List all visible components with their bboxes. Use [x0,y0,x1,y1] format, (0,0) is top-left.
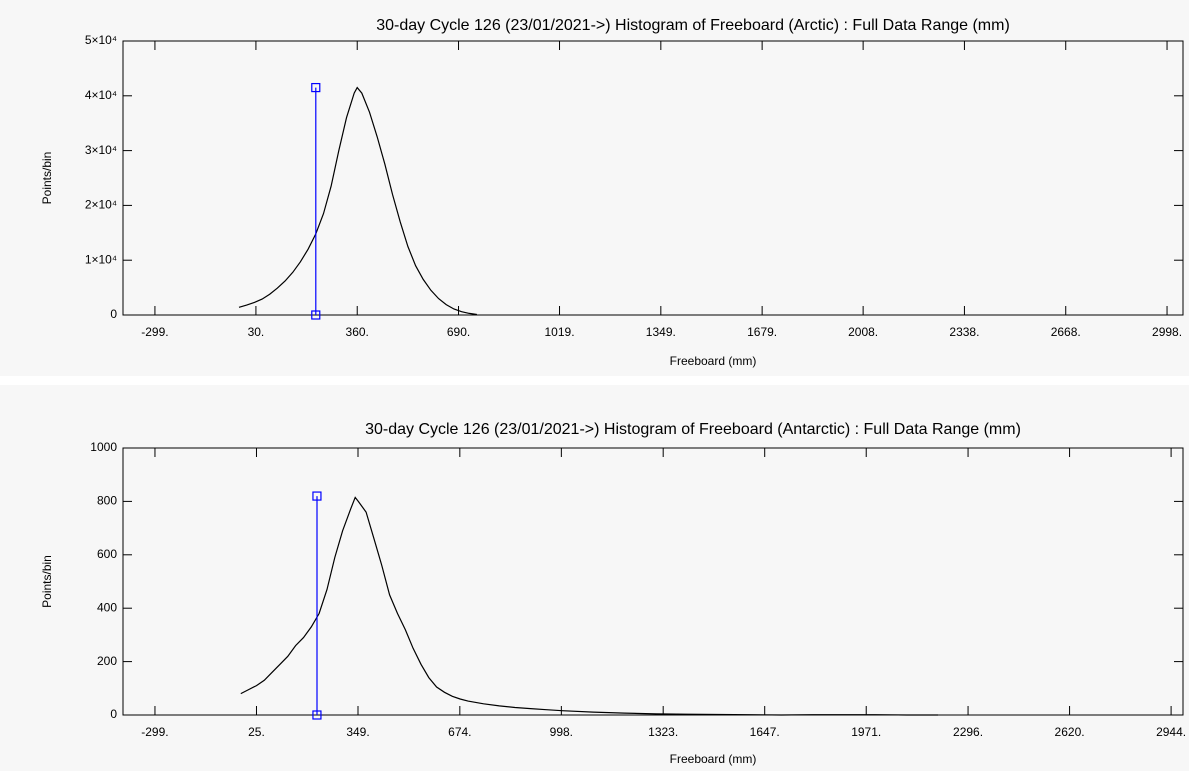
y-tick-label: 800 [97,494,117,508]
x-axis-label: Freeboard (mm) [670,752,757,766]
x-tick-label: 25. [248,725,265,739]
marker [311,310,321,320]
y-tick-label: 0 [110,707,117,721]
panel [0,0,1189,376]
x-tick-label: 1349. [646,325,676,339]
x-tick-label: 1323. [648,725,678,739]
x-tick-label: 2998. [1152,325,1182,339]
y-axis-label: Points/bin [40,152,54,205]
plot-frame [122,447,1184,716]
y-tick-label: 400 [97,600,117,614]
x-tick-label: 1019. [545,325,575,339]
x-tick-label: 360. [346,325,369,339]
x-tick-label: 2944. [1156,725,1186,739]
y-tick-label: 5×10⁴ [85,33,117,47]
x-tick-label: -299. [141,325,168,339]
panel [0,385,1189,771]
x-tick-label: 1971. [851,725,881,739]
y-tick-label: 0 [110,307,117,321]
chart-title: 30-day Cycle 126 (23/01/2021->) Histogra… [365,421,1021,438]
y-tick-label: 600 [97,547,117,561]
x-tick-label: 1647. [750,725,780,739]
x-tick-label: 2296. [953,725,983,739]
y-tick-label: 1000 [90,440,117,454]
x-tick-label: 2620. [1055,725,1085,739]
x-axis-label: Freeboard (mm) [670,354,757,368]
series-line [238,86,477,316]
y-tick-label: 2×10⁴ [85,198,117,212]
x-tick-label: 30. [248,325,265,339]
marker [311,82,321,93]
marker [312,710,322,720]
x-tick-label: 2008. [848,325,878,339]
x-tick-label: 690. [447,325,470,339]
x-tick-label: 998. [550,725,573,739]
x-tick-label: 674. [448,725,471,739]
x-tick-label: -299. [141,725,168,739]
series-line [240,496,938,716]
y-tick-label: 3×10⁴ [85,143,117,157]
y-tick-label: 200 [97,654,117,668]
x-tick-label: 2668. [1051,325,1081,339]
marker [312,491,322,501]
x-tick-label: 349. [346,725,369,739]
plot-frame [122,40,1184,316]
chart-title: 30-day Cycle 126 (23/01/2021->) Histogra… [376,17,1010,34]
x-tick-label: 2338. [949,325,979,339]
x-tick-label: 1679. [747,325,777,339]
y-tick-label: 1×10⁴ [85,252,117,266]
y-tick-label: 4×10⁴ [85,88,117,102]
y-axis-label: Points/bin [40,555,54,608]
